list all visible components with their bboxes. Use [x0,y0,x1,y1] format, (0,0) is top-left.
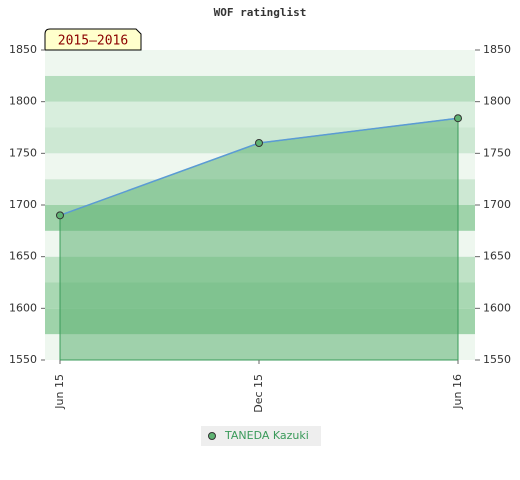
y-tick-label: 1600 [9,301,37,314]
y2-tick-label: 1550 [483,353,511,366]
y2-tick-label: 1750 [483,146,511,159]
x-tick-label: Jun 15 [53,374,66,410]
x-tick-label: Dec 15 [252,374,265,413]
y2-tick-label: 1800 [483,95,511,108]
legend-marker [208,432,216,440]
y2-tick-label: 1650 [483,250,511,263]
point [454,114,462,123]
y-tick-label: 1750 [9,146,37,159]
y-tick-label: 1700 [9,198,37,211]
point [56,211,64,220]
point [255,139,263,147]
chart-title: WOF ratinglist [214,6,307,19]
legend-box [201,426,321,446]
badge: 2015–2016 [58,34,128,49]
y-tick-label: 1650 [9,250,37,263]
y2-tick-label: 1600 [483,301,511,314]
y-tick-label: 1550 [9,353,37,366]
y2-tick-label: 1700 [483,198,511,211]
x-tick-label: Jun 16 [451,374,464,410]
band [45,50,475,76]
band [45,101,475,128]
y-tick-label: 1800 [9,95,37,108]
legend-label: TANEDA Kazuki [224,429,309,442]
badge-box [44,28,142,51]
y2-tick-label: 1850 [483,43,511,56]
y-tick-label: 1850 [9,43,37,56]
band [45,75,475,102]
